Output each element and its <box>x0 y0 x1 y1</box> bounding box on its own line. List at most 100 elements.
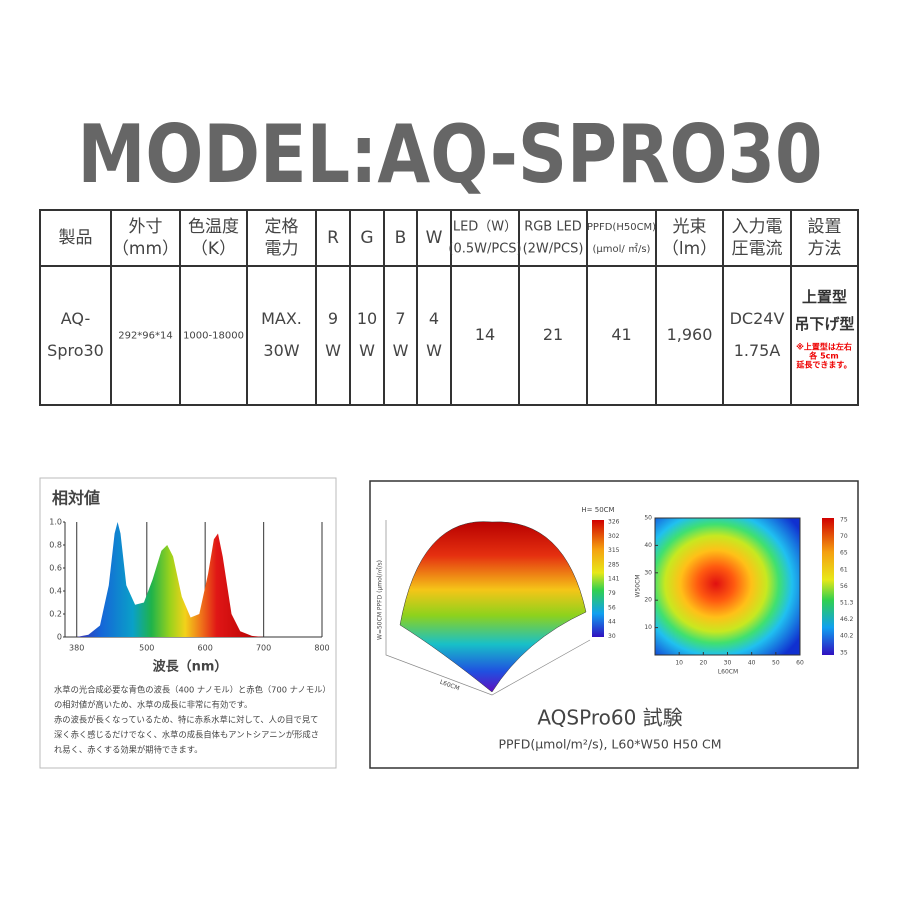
x-tick-label: 10 <box>675 660 683 667</box>
x-tick-label: 60 <box>796 660 804 667</box>
cell-text: B <box>395 228 407 248</box>
colorbar-label: 141 <box>608 576 620 583</box>
cell-text: 1.75A <box>734 341 781 360</box>
cell-text: PPFD(H50CM) <box>587 222 656 233</box>
cell-text: (2W/PCS) <box>523 242 584 257</box>
cell-text: Spro30 <box>47 341 104 360</box>
x-tick-label: 800 <box>314 644 329 653</box>
cell-text: 292*96*14 <box>118 331 173 342</box>
cell-text: 設置 <box>808 217 842 237</box>
y-tick-label: 0.6 <box>49 564 62 573</box>
cell-text: 7 <box>395 309 405 328</box>
x-tick-label: 380 <box>69 644 84 653</box>
page-title: MODEL:AQ-SPRO30 <box>78 108 823 201</box>
description: 水草の光合成必要な青色の波長（400 ナノモル）と赤色（700 ナノモル） <box>54 685 331 695</box>
cell-text: （K） <box>191 239 236 259</box>
x-tick-label: 20 <box>700 660 708 667</box>
cell-text: 4 <box>429 309 439 328</box>
x-tick-label: 500 <box>139 644 154 653</box>
colorbar-label: 285 <box>608 561 620 568</box>
spectrum-area <box>76 522 264 637</box>
cell-text: W <box>325 341 341 360</box>
x-tick-label: 50 <box>772 660 780 667</box>
colorbar-label: 56 <box>840 583 848 590</box>
colorbar-label: 315 <box>608 547 620 554</box>
y-tick-label: 1.0 <box>49 518 62 527</box>
colorbar-label: 51.3 <box>840 600 854 607</box>
spec-table <box>39 209 859 406</box>
cell-text: 電力 <box>265 239 299 259</box>
cell-text: W <box>426 341 442 360</box>
cell-text: 圧電流 <box>732 239 783 259</box>
cell-text: 入力電 <box>732 217 783 237</box>
description: 赤の波長が長くなっているため、特に赤系水草に対して、人の目で見て <box>54 715 318 725</box>
y-tick-label: 0 <box>57 633 62 642</box>
colorbar-label: 65 <box>840 550 848 557</box>
cell-text: （lm） <box>662 239 717 259</box>
spectrum-title: 相対値 <box>52 489 100 508</box>
cell-text: 方法 <box>808 239 842 259</box>
cell-text: 定格 <box>265 217 299 237</box>
x-tick-label: 30 <box>724 660 732 667</box>
colorbar-label: 326 <box>608 519 620 526</box>
surface-colorbar <box>592 520 604 637</box>
cell-text: LED（W） <box>453 220 517 235</box>
heatmap-x-label: L60CM <box>718 669 738 676</box>
colorbar-label: 44 <box>608 619 616 626</box>
x-tick-label: 40 <box>748 660 756 667</box>
surface-axes <box>385 520 591 696</box>
colorbar-label: 75 <box>840 517 848 524</box>
cell-text: (μmol/ ㎡/s) <box>593 243 651 255</box>
y-tick-label: 20 <box>644 597 652 604</box>
cell-text: 41 <box>611 325 631 344</box>
cell-text: 光束 <box>673 217 707 237</box>
cell-text: RGB LED <box>524 220 582 235</box>
description: 深く赤く感じるだけでなく、水草の成長自体もアントシアニンが形成さ <box>54 730 319 740</box>
colorbar-label: 30 <box>608 633 616 640</box>
y-tick-label: 0.8 <box>49 541 62 550</box>
colorbar-label: 79 <box>608 590 616 597</box>
y-tick-label: 0.2 <box>49 610 62 619</box>
cell-text: (0.5W/PCS) <box>448 242 521 257</box>
cell-text: 色温度 <box>188 217 239 237</box>
cell-text: 製品 <box>59 228 93 248</box>
description: れ易く、赤くする効果が期待できます。 <box>54 745 203 755</box>
cell-text: 1,960 <box>667 325 713 344</box>
description: の相対値が高いため、水草の成長に非常に有効です。 <box>54 700 252 710</box>
y-tick-label: 10 <box>644 624 652 631</box>
table-note: ※上置型は左右 <box>796 342 852 352</box>
cell-text: 30W <box>263 341 299 360</box>
colorbar-label: 40.2 <box>840 633 854 640</box>
cell-text: R <box>327 228 339 248</box>
colorbar-label: 46.2 <box>840 616 854 623</box>
surface-y-label: W=50CM PPFD (μmol/㎡/s) <box>376 560 384 640</box>
table-note: 各 5cm <box>808 351 838 361</box>
x-axis-label: 波長（nm） <box>153 659 228 675</box>
cell-text: DC24V <box>730 309 785 328</box>
cell-text: 14 <box>475 325 495 344</box>
y-tick-label: 40 <box>644 542 652 549</box>
colorbar-label: 302 <box>608 533 620 540</box>
cell-text: W <box>359 341 375 360</box>
x-tick-label: 600 <box>198 644 213 653</box>
colorbar-label: 56 <box>608 604 616 611</box>
cell-text: W <box>426 228 443 248</box>
ppfd-heatmap <box>654 517 801 656</box>
cell-text: 9 <box>328 309 338 328</box>
colorbar-label: 70 <box>840 533 848 540</box>
cell-text: MAX. <box>261 309 302 328</box>
colorbar-label: 35 <box>840 649 848 656</box>
surface-label: H= 50CM <box>581 506 614 514</box>
heatmap-y-label: W50CM <box>635 575 642 598</box>
cell-text: W <box>393 341 409 360</box>
y-tick-label: 0.4 <box>49 587 62 596</box>
x-tick-label: 700 <box>256 644 271 653</box>
cell-text: 1000-18000 <box>183 331 244 342</box>
cell-text: G <box>360 228 373 248</box>
y-tick-label: 30 <box>644 569 652 576</box>
cell-text: 上置型 <box>802 288 847 306</box>
table-note: 延長できます。 <box>795 360 851 370</box>
cell-text: 吊下げ型 <box>794 315 854 333</box>
cell-text: （mm） <box>112 239 179 259</box>
